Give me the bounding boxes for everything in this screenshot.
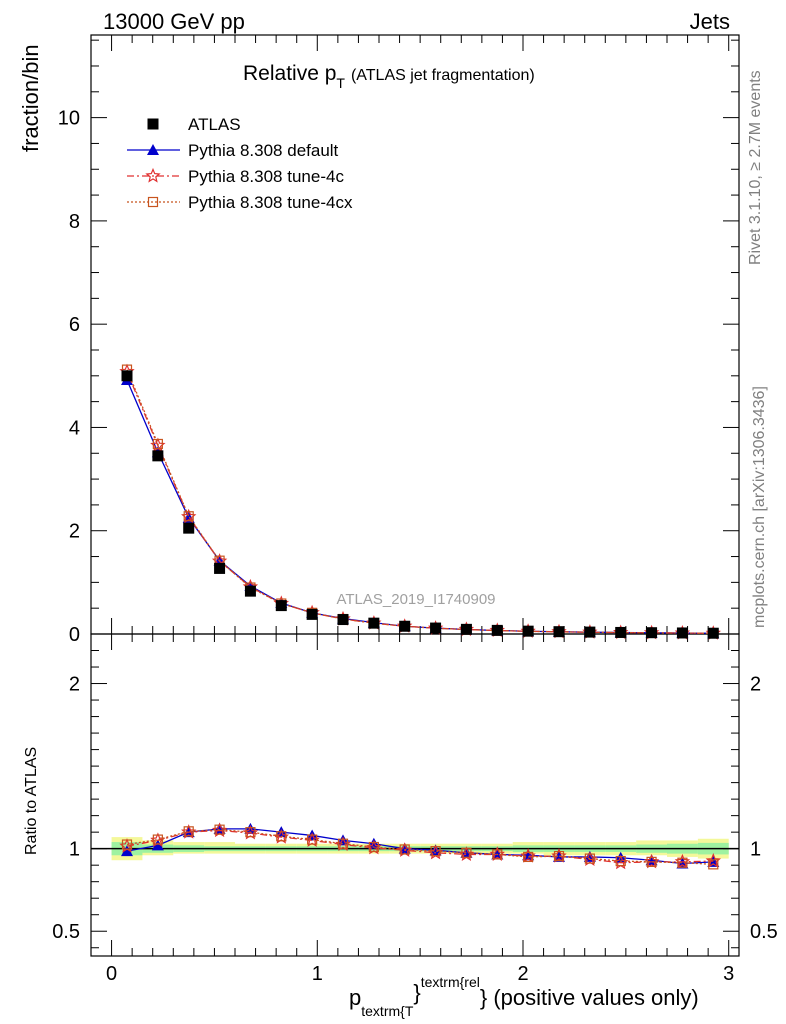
ratio-point-tune4cx [183, 826, 194, 837]
header-energy-label: 13000 GeV pp [103, 9, 245, 34]
data-point-data [183, 522, 195, 534]
data-point-data [275, 600, 287, 612]
data-point-data [615, 626, 627, 638]
ratio-point-tune4cx [368, 841, 379, 853]
data-point-tune4cx [183, 511, 194, 522]
data-point-data [399, 620, 411, 632]
data-point-data [214, 562, 226, 574]
data-point-data [337, 614, 349, 626]
ratio-point-tune4cx [492, 849, 503, 860]
mcplots-reference-label: mcplots.cern.ch [arXiv:1306.3436] [751, 386, 768, 628]
data-point-data [707, 627, 719, 639]
data-point-data [584, 626, 596, 638]
y-tick-label: 4 [69, 417, 80, 439]
ratio-point-tune4cx [337, 838, 349, 849]
ratio-plot-frame [90, 633, 740, 957]
ratio-y-tick-label: 1 [69, 839, 80, 861]
data-point-data [553, 626, 565, 638]
ratio-point-tune4cx [214, 824, 225, 835]
legend: ATLAS Pythia 8.308 default Pythia 8.308 tu… [127, 115, 353, 212]
data-point-data [491, 624, 503, 636]
legend-marker-data [147, 118, 159, 130]
legend-marker-tune4c [145, 167, 161, 183]
data-point-data [152, 450, 164, 462]
y-tick-label: 0 [69, 624, 80, 646]
rivet-version-label: Rivet 3.1.10, ≥ 2.7M events [747, 70, 764, 265]
data-point-data [430, 622, 442, 634]
ratio-y-tick-label: 2 [69, 674, 80, 696]
data-point-data [460, 623, 472, 635]
analysis-watermark: ATLAS_2019_I1740909 [336, 591, 495, 608]
ratio-point-tune4cx [615, 855, 626, 867]
ratio-point-tune4cx [430, 846, 441, 857]
legend-label-tune4c: Pythia 8.308 tune-4c [188, 167, 344, 186]
ratio-point-tune4cx [461, 847, 472, 858]
data-point-data [244, 585, 256, 597]
data-point-tune4cx [152, 438, 163, 450]
ratio-point-tune4cx [646, 856, 657, 867]
ratio-y-tick-label: 2 [750, 674, 761, 696]
ratio-point-tune4cx [523, 851, 534, 863]
x-tick-label: 3 [723, 963, 734, 985]
ratio-point-tune4cx [121, 839, 133, 850]
data-point-data [121, 370, 133, 382]
data-point-data [306, 608, 318, 620]
y-tick-label: 8 [69, 211, 80, 233]
ratio-point-tune4cx [152, 834, 163, 845]
ratio-point-default [151, 839, 164, 851]
data-point-data [522, 625, 534, 637]
legend-marker-default [147, 144, 159, 155]
y-tick-label: 10 [58, 108, 80, 130]
ratio-y-tick-label: 0.5 [52, 921, 80, 943]
header-process-label: Jets [690, 9, 730, 34]
data-series [91, 363, 739, 870]
ratio-point-default [429, 844, 442, 856]
ratio-y-tick-label: 0.5 [750, 921, 778, 943]
y-axis-title: fraction/bin [18, 44, 43, 152]
ratio-point-tune4cx [307, 834, 318, 845]
legend-label-data: ATLAS [188, 115, 241, 134]
y-tick-label: 2 [69, 521, 80, 543]
plot-frames [90, 34, 740, 957]
ratio-point-tune4cx [276, 831, 287, 842]
ratio-point-tune4cx [553, 850, 565, 862]
ratio-point-tune4cx [677, 857, 688, 868]
plot-title-paren: (ATLAS jet fragmentation) [351, 67, 535, 84]
x-tick-label: 1 [312, 963, 323, 985]
data-point-data [368, 617, 380, 629]
legend-label-default: Pythia 8.308 default [188, 141, 339, 160]
axis-ticks: 0 1 2 3 0 2 4 6 8 10 0.5 0.5 1 1 2 2 [52, 35, 778, 985]
legend-label-tune4cx: Pythia 8.308 tune-4cx [188, 193, 353, 212]
y-tick-label: 6 [69, 314, 80, 336]
data-point-data [676, 627, 688, 639]
ratio-point-tune4cx [245, 827, 256, 838]
ratio-point-tune4cx [399, 844, 410, 855]
ratio-y-axis-title: Ratio to ATLAS [23, 747, 40, 855]
ratio-point-tune4cx [708, 859, 719, 870]
ratio-point-default [121, 845, 133, 857]
x-axis-title: ptextrm{T}textrm{rel} (positive values o… [349, 974, 699, 1019]
data-point-data [646, 627, 658, 639]
plot-title: Relative pT (ATLAS jet fragmentation) [243, 62, 535, 91]
legend-marker-tune4cx [147, 196, 159, 208]
ratio-point-tune4cx [584, 853, 595, 864]
x-tick-label: 2 [517, 963, 528, 985]
x-tick-label: 0 [106, 963, 117, 985]
ratio-y-tick-label: 1 [750, 839, 761, 861]
plot-title-subscript: T [336, 75, 345, 91]
